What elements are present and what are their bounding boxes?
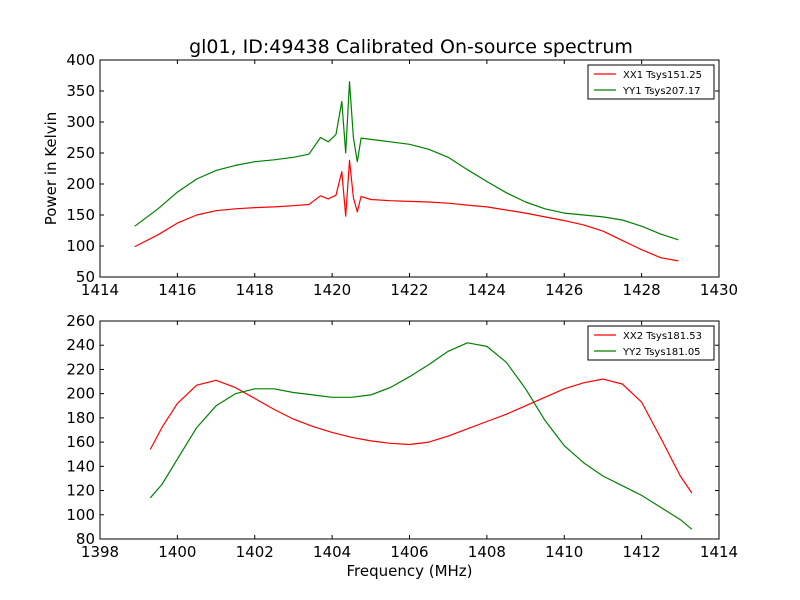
- y-tick-label: 180: [66, 409, 95, 427]
- x-tick-label: 1416: [158, 281, 196, 299]
- legend-entry-label: YY2 Tsys181.05: [622, 347, 701, 358]
- y-tick-label: 120: [66, 482, 95, 500]
- legend-box: [587, 64, 715, 100]
- figure-title: gl01, ID:49438 Calibrated On-source spec…: [189, 36, 633, 58]
- x-tick-label: 1414: [81, 281, 119, 299]
- x-tick-label: 1400: [158, 543, 196, 561]
- x-tick-label: 1414: [700, 543, 738, 561]
- x-tick-label: 1412: [623, 543, 661, 561]
- y-tick-label: 80: [76, 530, 95, 548]
- x-tick-label: 1402: [236, 543, 274, 561]
- x-tick-label: 1404: [313, 543, 351, 561]
- y-axis-label: Power in Kelvin: [42, 112, 60, 226]
- y-tick-label: 150: [66, 206, 95, 224]
- x-tick-label: 1422: [390, 281, 428, 299]
- y-tick-label: 200: [66, 385, 95, 403]
- x-tick-label: 1408: [468, 543, 506, 561]
- legend-entry-label: YY1 Tsys207.17: [622, 86, 701, 97]
- legend: XX2 Tsys181.53 YY2 Tsys181.05: [587, 325, 715, 361]
- legend: XX1 Tsys151.25 YY1 Tsys207.17: [587, 64, 715, 100]
- y-tick-label: 400: [66, 51, 95, 69]
- legend-box: [587, 325, 715, 361]
- y-tick-label: 160: [66, 433, 95, 451]
- x-tick-label: 1430: [700, 281, 738, 299]
- x-tick-label: 1398: [81, 543, 119, 561]
- y-tick-label: 350: [66, 82, 95, 100]
- y-tick-label: 200: [66, 175, 95, 193]
- y-tick-label: 50: [76, 268, 95, 286]
- x-tick-label: 1428: [623, 281, 661, 299]
- x-tick-label: 1410: [545, 543, 583, 561]
- x-tick-label: 1406: [390, 543, 428, 561]
- x-axis-label: Frequency (MHz): [346, 562, 472, 580]
- x-tick-label: 1418: [236, 281, 274, 299]
- y-tick-label: 300: [66, 113, 95, 131]
- y-tick-label: 140: [66, 457, 95, 475]
- subplot-1: 1414 1416 1418 1420 1422 1424 1426 1428 1430 50 10…: [42, 51, 738, 299]
- x-tick-label: 1426: [545, 281, 583, 299]
- y-tick-label: 100: [66, 506, 95, 524]
- series-line: [134, 81, 679, 241]
- y-tick-label: 240: [66, 336, 95, 354]
- y-tick-label: 250: [66, 144, 95, 162]
- y-tick-label: 220: [66, 360, 95, 378]
- x-tick-label: 1424: [468, 281, 506, 299]
- series-line: [149, 378, 693, 494]
- series-line: [149, 342, 693, 530]
- y-tick-label: 260: [66, 312, 95, 330]
- x-tick-label: 1420: [313, 281, 351, 299]
- y-tick-label: 100: [66, 237, 95, 255]
- series-line: [134, 159, 679, 262]
- legend-entry-label: XX1 Tsys151.25: [623, 70, 702, 81]
- legend-entry-label: XX2 Tsys181.53: [623, 331, 702, 342]
- subplot-2: 1398 1400 1402 1404 1406 1408 1410 1412 1414 80 10…: [66, 312, 738, 580]
